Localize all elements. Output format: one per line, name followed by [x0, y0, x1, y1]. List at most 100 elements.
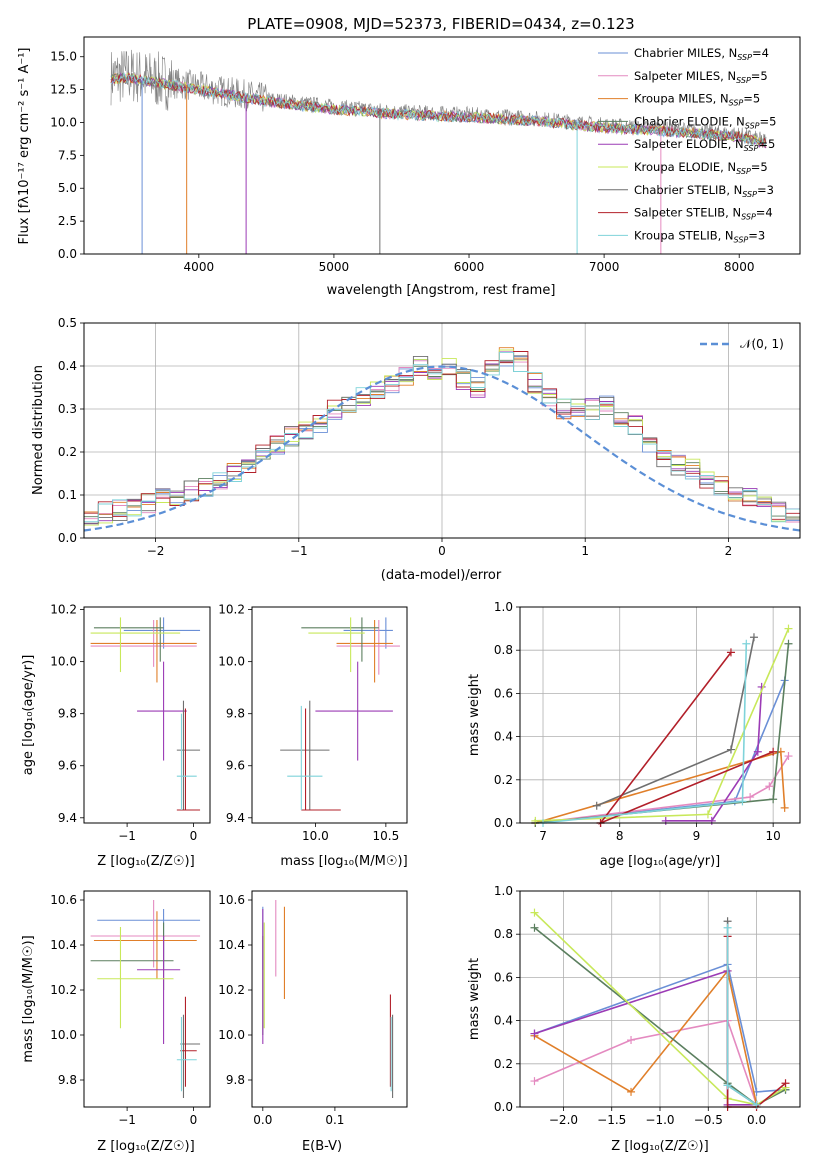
mass-weight-marker [723, 1081, 732, 1090]
mass-weight-marker [707, 816, 716, 825]
x-tick-label: 10.5 [373, 829, 400, 843]
y-tick-label: 9.6 [226, 759, 245, 773]
axes-frame [251, 606, 408, 824]
y-tick-label: 0.3 [58, 402, 77, 416]
age-mass-xlabel: mass [log₁₀(M/M☉)] [280, 854, 407, 869]
y-tick-label: 9.8 [226, 1073, 245, 1087]
weight-age-plot: 7 8 9 10 0.0 0.2 0.4 0.6 0.8 1.0 [494, 600, 801, 843]
mass-weight-marker [769, 747, 778, 756]
residuals-ylabel: Normed distribution [31, 365, 46, 495]
weight-z-ylabel: mass weight [467, 958, 482, 1040]
legend-entry: Chabrier STELIB, NSSP=3 [634, 183, 774, 199]
y-tick-label: 9.4 [226, 811, 245, 825]
residuals-legend: 𝒩(0, 1) [700, 337, 784, 351]
axes-frame [83, 36, 801, 255]
x-tick-label: 8 [616, 829, 624, 843]
y-tick-label: 0.4 [58, 359, 77, 373]
mass-weight-line [726, 927, 758, 1106]
mass-weight-marker [784, 639, 793, 648]
y-tick-label: 7.5 [58, 148, 77, 162]
x-tick-label: 0 [190, 1113, 198, 1127]
y-tick-label: 0.8 [494, 927, 513, 941]
mass-weight-marker [746, 793, 755, 802]
spectrum-ylabel: Flux [fλ10⁻¹⁷ erg cm⁻² s⁻¹ A⁻¹] [17, 48, 32, 245]
mass-weight-marker [749, 633, 758, 642]
y-tick-label: 0.0 [58, 247, 77, 261]
y-tick-label: 10.0 [50, 115, 77, 129]
residual-histogram-step [84, 351, 800, 523]
spectrum-xlabel: wavelength [Angstrom, rest frame] [327, 283, 556, 298]
mass-weight-marker [780, 803, 789, 812]
y-tick-label: 2.5 [58, 214, 77, 228]
x-tick-label: 0.0 [747, 1113, 766, 1127]
axes-frame [83, 322, 801, 539]
mass-weight-marker [769, 795, 778, 804]
axes-frame [83, 606, 211, 824]
x-tick-label: 0 [190, 829, 198, 843]
mass-weight-line [598, 651, 774, 825]
y-tick-label: 0.6 [494, 970, 513, 984]
model-spectrum-line [110, 72, 767, 148]
mass-weight-marker [753, 747, 762, 756]
y-tick-label: 9.8 [226, 707, 245, 721]
mass-weight-line [665, 686, 763, 822]
mass-weight-marker [530, 1029, 539, 1038]
mass-weight-marker [784, 752, 793, 761]
mass-weight-marker [781, 1079, 790, 1088]
axes-frame [519, 606, 801, 824]
weight-z-xlabel: Z [log₁₀(Z/Z☉)] [611, 1139, 708, 1154]
age-mass-plot: 10.0 10.5 9.4 9.6 9.8 10.0 10.2 [218, 603, 408, 843]
residuals-plot: −2 −1 0 1 2 0.0 0.1 0.2 0.3 0.4 0.5 [58, 316, 801, 558]
x-tick-label: −2.0 [549, 1113, 578, 1127]
spectrum-title: PLATE=0908, MJD=52373, FIBERID=0434, z=0… [247, 15, 634, 33]
mass-weight-marker [531, 816, 540, 825]
mass-weight-marker [627, 1087, 636, 1096]
legend-entry: Chabrier MILES, NSSP=4 [634, 46, 769, 62]
y-tick-label: 10.0 [218, 655, 245, 669]
y-tick-label: 0.2 [494, 1057, 513, 1071]
y-tick-label: 0.5 [58, 316, 77, 330]
mass-ebv-plot: 0.0 0.1 9.8 10.0 10.2 10.4 10.6 [218, 890, 408, 1127]
mass-weight-marker [752, 1100, 761, 1109]
residuals-xlabel: (data-model)/error [381, 568, 502, 583]
x-tick-label: −1 [290, 544, 308, 558]
normal-curve-legend-label: 𝒩(0, 1) [740, 337, 784, 351]
y-tick-label: 0.2 [58, 445, 77, 459]
axes-frame [251, 890, 408, 1108]
x-tick-label: 2 [725, 544, 733, 558]
weight-age-xlabel: age [log₁₀(age/yr)] [600, 854, 721, 869]
x-tick-label: 10 [766, 829, 781, 843]
legend-entry: Salpeter ELODIE, NSSP=5 [634, 137, 775, 153]
spectrum-plot: 4000 5000 6000 7000 8000 0.0 2.5 5.0 7.5 10.0 12.5… [50, 36, 801, 274]
axes-frame [83, 890, 211, 1108]
y-tick-label: 9.8 [58, 707, 77, 721]
x-tick-label: 10.0 [302, 829, 329, 843]
y-tick-label: 9.6 [58, 759, 77, 773]
y-tick-label: 9.8 [58, 1073, 77, 1087]
y-tick-label: 0.0 [58, 531, 77, 545]
x-tick-label: −1 [118, 829, 136, 843]
mass-weight-marker [661, 816, 670, 825]
mass-weight-line [596, 637, 755, 807]
mass-weight-marker [742, 639, 751, 648]
mass-weight-marker [530, 923, 539, 932]
mass-weight-line [534, 1019, 758, 1106]
legend-entry: Chabrier ELODIE, NSSP=5 [634, 114, 776, 130]
weight-z-plot: −2.0 −1.5 −1.0 −0.5 0.0 0.0 0.2 0.4 0.6 0.8 1.0 [494, 884, 801, 1127]
mass-weight-line [726, 921, 758, 1106]
y-tick-label: 10.6 [50, 893, 77, 907]
mass-weight-line [534, 969, 758, 1105]
mass-weight-marker [703, 810, 712, 819]
x-tick-label: 9 [693, 829, 701, 843]
spectrum-legend: Chabrier MILES, NSSP=4 Salpeter MILES, NS… [598, 46, 776, 244]
y-tick-label: 0.1 [58, 488, 77, 502]
legend-entry: Salpeter STELIB, NSSP=4 [634, 206, 773, 222]
y-tick-label: 0.8 [494, 643, 513, 657]
x-tick-label: 7 [539, 829, 547, 843]
y-tick-label: 10.4 [218, 938, 245, 952]
axes-frame [519, 890, 801, 1108]
mass-weight-line [533, 912, 786, 1106]
y-tick-label: 10.2 [50, 983, 77, 997]
legend-entry: Salpeter MILES, NSSP=5 [634, 69, 768, 85]
